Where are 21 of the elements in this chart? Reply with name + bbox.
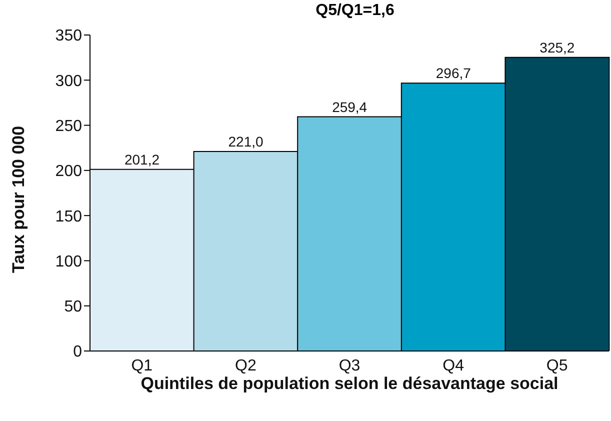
data-label: 201,2 [124, 151, 160, 168]
x-tick-label: Q5 [546, 357, 568, 374]
data-label: 259,4 [332, 98, 368, 115]
data-label: 296,7 [436, 65, 472, 82]
y-tick-label: 250 [55, 118, 82, 135]
y-tick-label: 100 [55, 253, 82, 270]
x-tick-label: Q1 [131, 357, 153, 374]
y-tick-label: 350 [55, 28, 82, 45]
y-axis-title: Taux pour 100 000 [9, 126, 28, 273]
y-tick-label: 150 [55, 208, 82, 226]
chart-title: Q5/Q1=1,6 [314, 2, 396, 20]
y-tick-label: 200 [55, 163, 82, 180]
data-label: 325,2 [540, 39, 575, 56]
x-tick-label: Q2 [235, 357, 256, 374]
y-tick-label: 300 [55, 72, 82, 90]
y-tick-label: 0 [73, 344, 82, 361]
x-tick-label: Q4 [442, 357, 464, 374]
data-label: 221,0 [228, 133, 264, 150]
x-tick-label: Q3 [338, 357, 360, 374]
x-axis-title: Quintiles de population selon le désavantage social [140, 374, 558, 393]
y-tick-label: 50 [64, 298, 82, 316]
